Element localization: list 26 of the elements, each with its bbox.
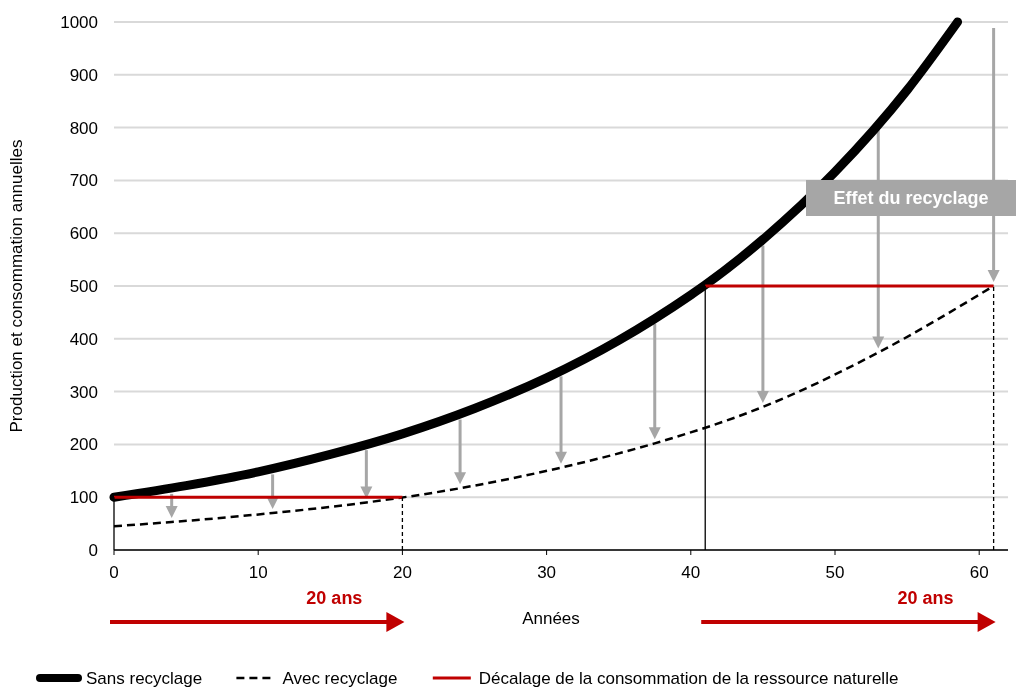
text: 20 ans [306,588,363,608]
y-tick-label: 600 [69,224,98,244]
x-axis-title: Années [522,609,580,628]
y-tick-label: 400 [69,329,98,349]
x-tick-label: 40 [681,563,701,582]
x-tick-label: 60 [969,563,989,582]
legend-label: Avec recyclage [282,668,398,688]
x-tick-label: 50 [825,563,845,582]
x-tick-label: 0 [109,563,119,582]
x-tick-label: 20 [392,563,412,582]
annotation: Effet du recyclage [833,188,989,209]
text: 20 ans [897,588,954,608]
x-tick-label: 30 [537,563,557,582]
y-tick-label: 0 [88,540,98,560]
y-axis-title: Production et consommation annuelles [7,139,26,433]
x-tick-label: 10 [248,563,268,582]
y-tick-label: 700 [69,171,98,191]
legend-label: Décalage de la consommation de la ressource naturelle [478,668,899,688]
y-tick-label: 100 [69,488,98,508]
y-tick-label: 900 [69,65,98,85]
y-tick-label: 500 [69,276,98,296]
y-tick-label: 300 [69,382,98,402]
y-tick-label: 200 [69,435,98,455]
legend-label: Sans recyclage [86,668,203,688]
y-tick-label: 800 [69,118,98,138]
y-tick-label: 1000 [60,12,98,32]
